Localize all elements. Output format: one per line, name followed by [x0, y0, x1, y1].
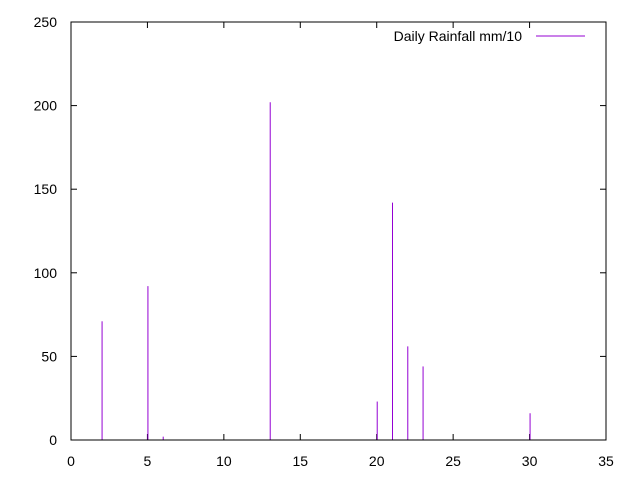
plot-frame [70, 21, 607, 441]
legend: Daily Rainfall mm/10 [394, 28, 585, 44]
x-tick-label: 15 [292, 453, 308, 469]
x-tick-label: 25 [445, 453, 461, 469]
legend-label: Daily Rainfall mm/10 [394, 28, 523, 44]
x-tick-label: 0 [67, 453, 75, 469]
y-tick-label: 50 [41, 348, 57, 364]
x-tick-label: 35 [598, 453, 614, 469]
y-tick-label: 0 [49, 432, 57, 448]
y-tick-label: 250 [34, 14, 58, 30]
x-tick-label: 30 [522, 453, 538, 469]
ticks-layer [70, 21, 607, 441]
x-tick-label: 20 [369, 453, 385, 469]
y-tick-label: 100 [34, 265, 58, 281]
y-tick-label: 150 [34, 181, 58, 197]
x-tick-label: 10 [216, 453, 232, 469]
tick-labels-layer: 0 5 10 15 20 25 30 35 0 50 100 150 200 250 [34, 14, 614, 469]
bars-layer [101, 102, 531, 440]
x-tick-label: 5 [144, 453, 152, 469]
y-tick-label: 200 [34, 98, 58, 114]
